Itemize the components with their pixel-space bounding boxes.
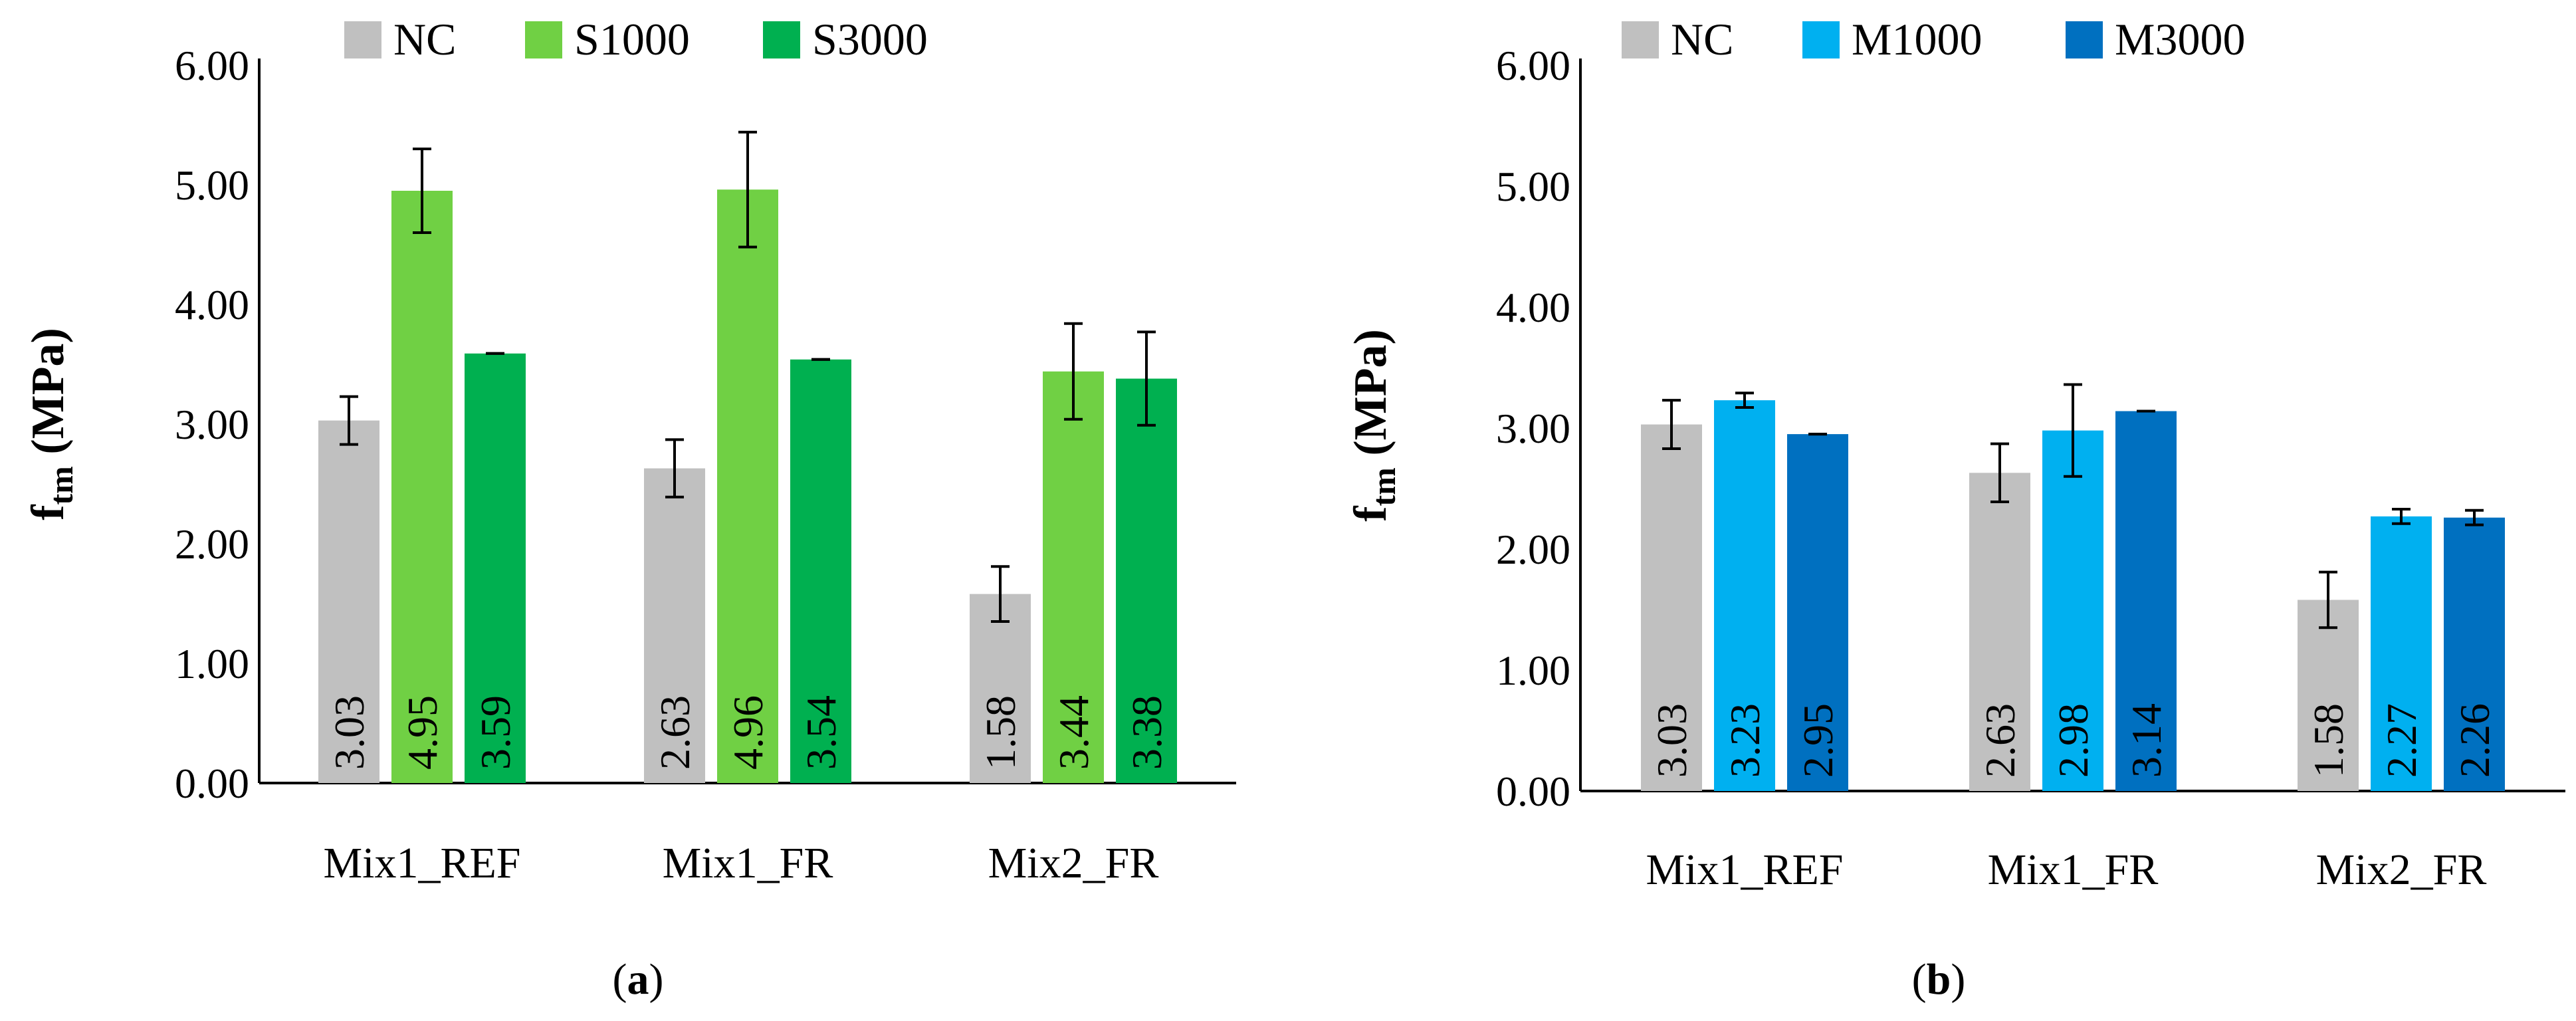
panel-b-data-label-M1000-Mix2_FR: 2.27 xyxy=(2378,703,2425,778)
panel-b-bar-NC-Mix1_REF xyxy=(1641,424,1702,791)
panel-a-y-tick-label: 2.00 xyxy=(175,520,249,568)
panel-b-y-tick-label: 6.00 xyxy=(1496,42,1570,89)
panel-b-bar-M1000-Mix1_REF xyxy=(1714,400,1775,791)
panel-b-data-label-M1000-Mix1_FR: 2.98 xyxy=(2050,703,2097,778)
panel-b-bar-NC-Mix2_FR xyxy=(2298,600,2359,791)
panel-b-legend-label-M3000: M3000 xyxy=(2115,14,2245,64)
panel-b-data-label-M3000-Mix1_REF: 2.95 xyxy=(1794,703,1842,778)
panel-a-y-tick-label: 3.00 xyxy=(175,401,249,448)
panel-b-y-tick-label: 4.00 xyxy=(1496,284,1570,331)
panel-a-legend-swatch-S1000 xyxy=(525,21,562,58)
panel-b-bar-NC-Mix1_FR xyxy=(1969,473,2030,791)
panel-a-bar-NC-Mix1_REF xyxy=(318,420,379,783)
panel-a-y-tick-label: 4.00 xyxy=(175,281,249,328)
panel-a-legend-label-NC: NC xyxy=(393,14,456,64)
panel-a-bar-S3000-Mix1_REF xyxy=(465,353,526,783)
panel-a-bar-S1000-Mix1_REF xyxy=(391,191,453,783)
panel-b-category-label: Mix1_FR xyxy=(1988,846,2159,894)
panel-b-legend-swatch-M3000 xyxy=(2066,21,2103,58)
panel-a-bar-NC-Mix2_FR xyxy=(970,594,1031,783)
panel-a-y-tick-label: 6.00 xyxy=(175,42,249,89)
panel-b-category-label: Mix2_FR xyxy=(2316,846,2487,894)
panel-b-bar-M1000-Mix1_FR xyxy=(2042,430,2103,791)
panel-a-y-tick-label: 5.00 xyxy=(175,162,249,209)
panel-b-y-axis-label: ftm (MPa) xyxy=(1345,329,1402,522)
panel-a-y-tick-label: 0.00 xyxy=(175,760,249,807)
panel-b-data-label-NC-Mix1_FR: 2.63 xyxy=(1977,703,2024,778)
panel-b-legend-swatch-NC xyxy=(1622,21,1659,58)
panel-b-panel-label: (b) xyxy=(1912,955,1966,1004)
panel-a-bar-S3000-Mix2_FR xyxy=(1116,378,1177,783)
panel-a-data-label-S1000-Mix2_FR: 3.44 xyxy=(1050,695,1097,770)
panel-a-panel-label: (a) xyxy=(613,955,664,1004)
panel-a-bar-NC-Mix1_FR xyxy=(644,468,705,783)
panel-a-legend-swatch-NC xyxy=(344,21,381,58)
panel-b-data-label-NC-Mix1_REF: 3.03 xyxy=(1648,703,1695,778)
panel-a-data-label-S3000-Mix2_FR: 3.38 xyxy=(1123,695,1170,770)
panel-a-bar-S3000-Mix1_FR xyxy=(790,359,851,783)
panel-b-data-label-NC-Mix2_FR: 1.58 xyxy=(2305,703,2352,778)
panel-a-data-label-S1000-Mix1_FR: 4.96 xyxy=(724,695,772,770)
panel-b-y-tick-label: 0.00 xyxy=(1496,768,1570,815)
panel-b-bar-M3000-Mix2_FR xyxy=(2444,517,2505,791)
panel-a: 0.00 1.00 2.00 3.00 4.00 5.00 6.00 ftm (MPa) 3.0… xyxy=(23,14,1236,1004)
panel-b-legend-label-NC: NC xyxy=(1671,14,1733,64)
panel-a-category-label: Mix1_REF xyxy=(323,839,520,887)
panel-a-y-tick-label: 1.00 xyxy=(175,640,249,687)
panel-b-y-tick-label: 5.00 xyxy=(1496,163,1570,210)
panel-b-legend-label-M1000: M1000 xyxy=(1852,14,1982,64)
panel-b-data-label-M1000-Mix1_REF: 3.23 xyxy=(1721,703,1769,778)
panel-b-data-label-M3000-Mix1_FR: 3.14 xyxy=(2123,703,2170,778)
panel-b-y-tick-label: 3.00 xyxy=(1496,405,1570,452)
panel-a-data-label-NC-Mix1_REF: 3.03 xyxy=(326,695,373,770)
panel-b: 0.00 1.00 2.00 3.00 4.00 5.00 6.00 ftm (MPa) 3.0… xyxy=(1345,14,2565,1004)
panel-b-data-label-M3000-Mix2_FR: 2.26 xyxy=(2451,703,2498,778)
panel-b-bar-M3000-Mix1_FR xyxy=(2115,411,2177,791)
panel-a-data-label-NC-Mix2_FR: 1.58 xyxy=(977,695,1024,770)
panel-b-legend-swatch-M1000 xyxy=(1802,21,1840,58)
panel-b-bar-M1000-Mix2_FR xyxy=(2371,516,2432,791)
panel-a-bar-S1000-Mix2_FR xyxy=(1043,371,1104,783)
panel-a-bar-S1000-Mix1_FR xyxy=(717,189,778,783)
panel-a-legend-swatch-S3000 xyxy=(763,21,800,58)
panel-a-y-axis-label: ftm (MPa) xyxy=(23,328,80,520)
panel-a-legend-label-S3000: S3000 xyxy=(812,14,928,64)
panel-a-data-label-S3000-Mix1_REF: 3.59 xyxy=(472,695,519,770)
panel-a-data-label-S3000-Mix1_FR: 3.54 xyxy=(798,695,845,770)
panel-a-category-label: Mix2_FR xyxy=(988,839,1159,887)
panel-b-bar-M3000-Mix1_REF xyxy=(1787,434,1848,791)
panel-a-data-label-NC-Mix1_FR: 2.63 xyxy=(651,695,698,770)
panel-a-category-label: Mix1_FR xyxy=(663,839,833,887)
panel-b-y-tick-label: 1.00 xyxy=(1496,647,1570,694)
panel-b-y-tick-label: 2.00 xyxy=(1496,526,1570,573)
panel-a-legend-label-S1000: S1000 xyxy=(574,14,690,64)
panel-a-data-label-S1000-Mix1_REF: 4.95 xyxy=(399,695,446,770)
panel-b-category-label: Mix1_REF xyxy=(1646,846,1843,894)
